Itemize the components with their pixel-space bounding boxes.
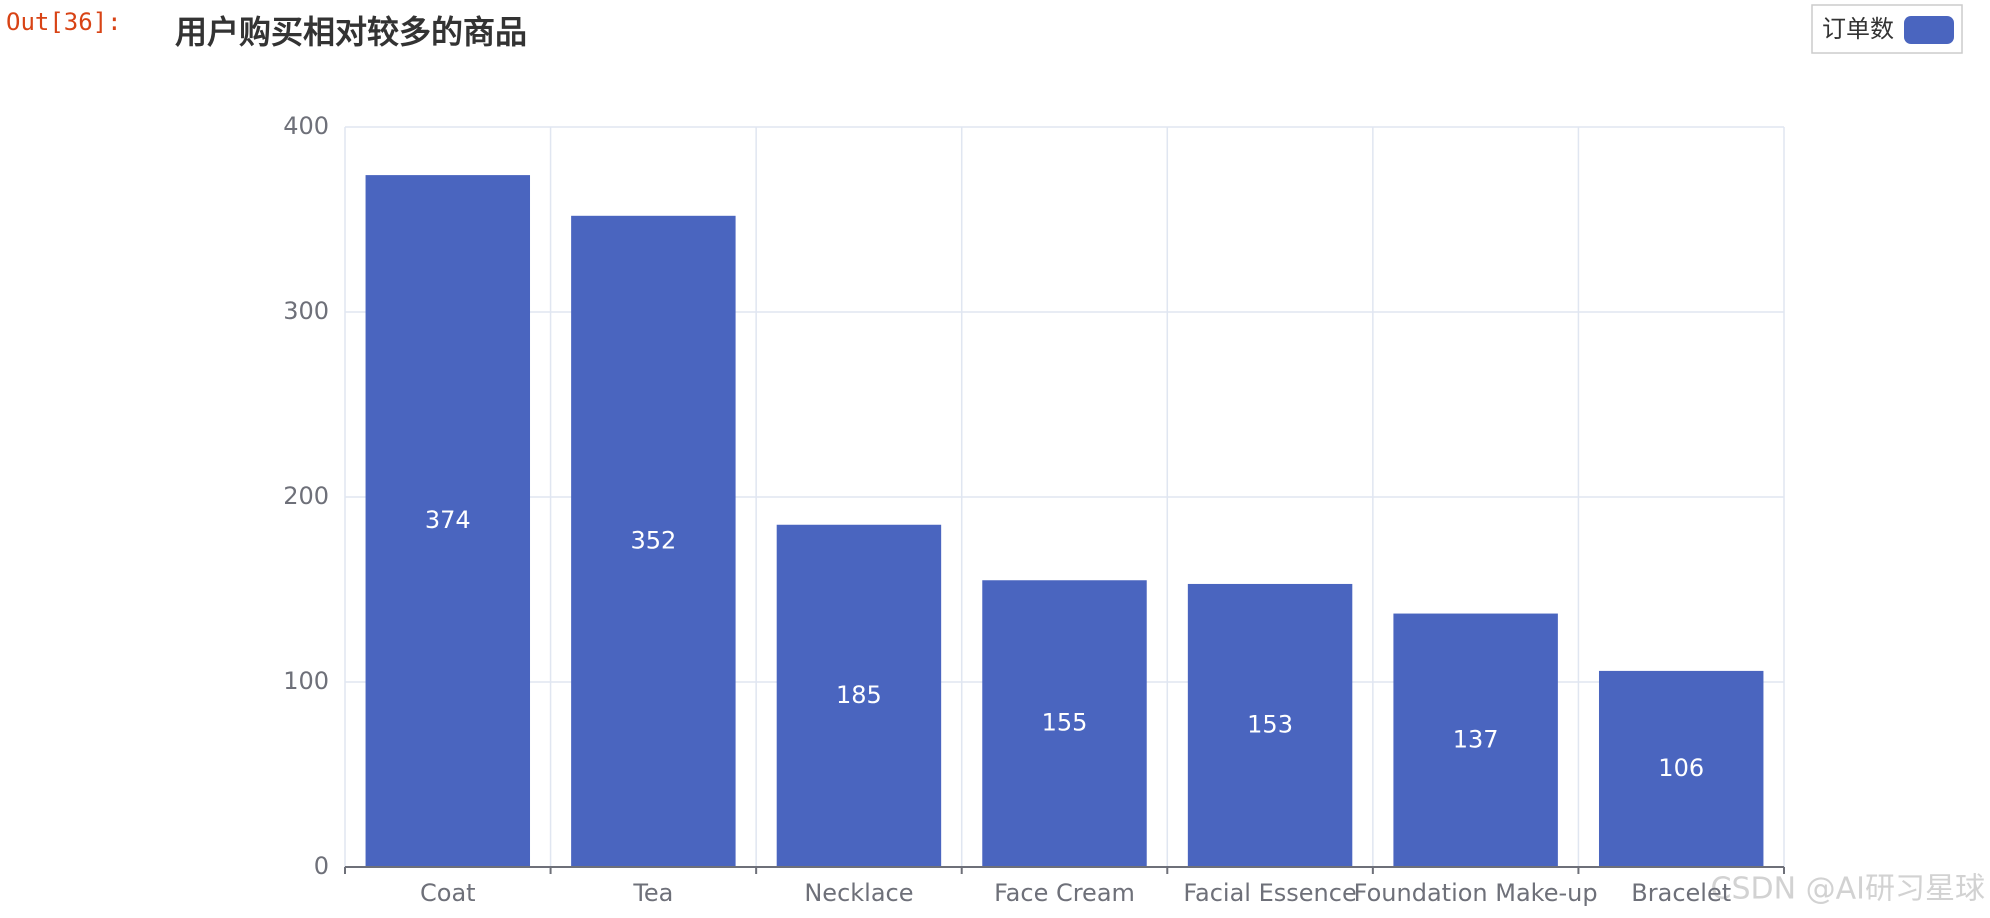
data-label: 137 [1453, 725, 1499, 753]
x-tick-label: Face Cream [994, 879, 1135, 907]
data-label: 106 [1658, 754, 1704, 782]
data-label: 374 [425, 506, 471, 534]
x-tick-label: Coat [420, 879, 476, 907]
data-label: 185 [836, 681, 882, 709]
output-prompt: Out[36]: [6, 8, 122, 36]
y-tick-label: 0 [314, 852, 329, 880]
bar [776, 524, 942, 867]
legend-label: 订单数 [1822, 15, 1894, 43]
bar [365, 175, 531, 868]
watermark: CSDN @AI研习星球 [1711, 872, 1985, 907]
bar [982, 580, 1147, 867]
bar [1598, 670, 1764, 867]
bar [1187, 583, 1353, 867]
x-tick-label: Necklace [804, 879, 913, 907]
data-label: 153 [1247, 710, 1293, 738]
data-label: 155 [1042, 709, 1088, 737]
x-tick-label: Tea [632, 879, 673, 907]
bar [571, 215, 736, 868]
x-tick-label: Foundation Make-up [1354, 879, 1598, 907]
y-tick-label: 200 [283, 482, 329, 510]
data-label: 352 [630, 526, 676, 554]
bar [1393, 613, 1558, 867]
y-tick-label: 400 [283, 112, 329, 140]
y-tick-label: 300 [283, 297, 329, 325]
x-tick-label: Bracelet [1631, 879, 1731, 907]
x-tick-label: Facial Essence [1183, 879, 1356, 907]
legend-swatch [1904, 16, 1954, 44]
chart-title: 用户购买相对较多的商品 [175, 13, 527, 51]
y-tick-label: 100 [283, 667, 329, 695]
